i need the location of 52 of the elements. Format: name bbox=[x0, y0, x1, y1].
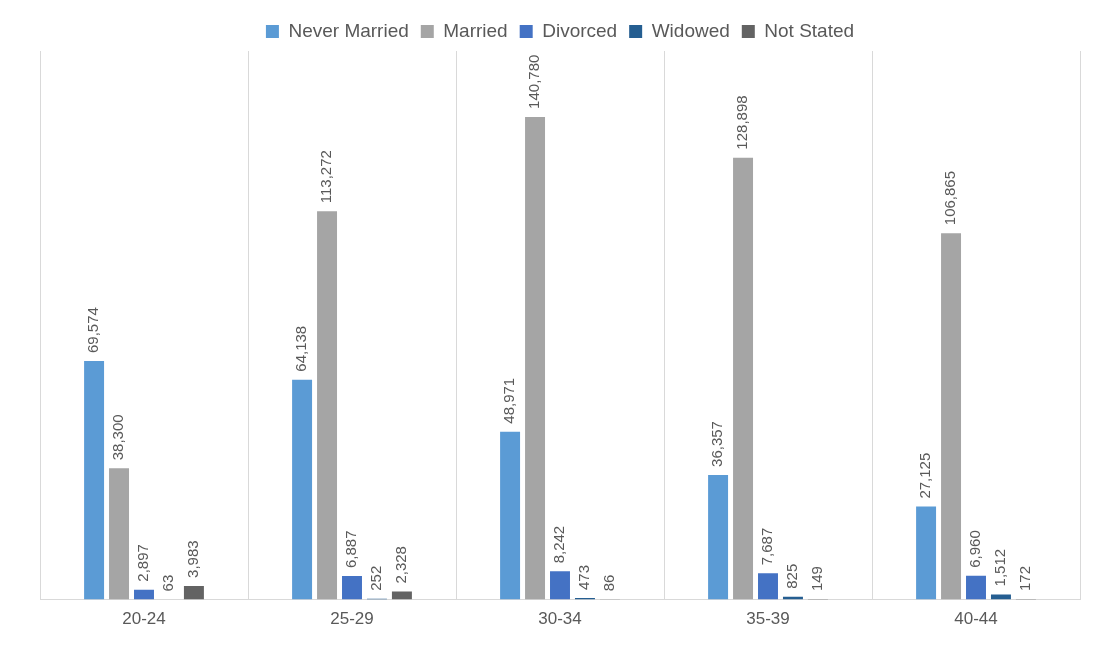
legend-label: Divorced bbox=[542, 19, 618, 41]
x-tick-label: 35-39 bbox=[746, 609, 790, 629]
bar bbox=[941, 233, 962, 600]
data-label: 6,960 bbox=[966, 530, 984, 568]
data-label: 825 bbox=[783, 563, 801, 589]
data-label: 6,887 bbox=[342, 530, 360, 568]
bar bbox=[550, 571, 570, 600]
bar bbox=[342, 575, 362, 600]
bar bbox=[292, 379, 313, 600]
bar bbox=[183, 585, 204, 600]
legend-label: Widowed bbox=[651, 19, 730, 41]
bar bbox=[708, 474, 729, 600]
legend-label: Not Stated bbox=[764, 19, 855, 41]
data-label: 140,780 bbox=[525, 54, 543, 109]
legend-label: Never Married bbox=[288, 19, 409, 41]
bar bbox=[109, 468, 130, 600]
data-label: 172 bbox=[1016, 565, 1034, 592]
data-label: 86 bbox=[600, 574, 618, 592]
data-label: 1,512 bbox=[991, 548, 1009, 587]
bar bbox=[758, 573, 778, 600]
data-label: 473 bbox=[575, 564, 593, 590]
bar bbox=[990, 594, 1011, 600]
data-label: 27,125 bbox=[916, 452, 934, 499]
bar bbox=[525, 116, 546, 600]
data-label: 38,300 bbox=[109, 414, 127, 461]
data-label: 3,983 bbox=[184, 540, 202, 578]
x-tick-label: 30-34 bbox=[538, 609, 582, 629]
bar bbox=[916, 506, 937, 600]
legend-label: Married bbox=[443, 19, 508, 41]
x-tick-label: 20-24 bbox=[122, 609, 166, 629]
data-label: 64,138 bbox=[292, 325, 310, 372]
x-tick-label: 25-29 bbox=[330, 609, 374, 629]
data-label: 7,687 bbox=[758, 527, 776, 566]
bar bbox=[500, 431, 521, 600]
bar bbox=[84, 361, 105, 600]
data-label: 8,242 bbox=[550, 525, 568, 564]
bar bbox=[134, 589, 154, 600]
bar bbox=[966, 575, 986, 600]
bar bbox=[733, 157, 754, 600]
data-label: 113,272 bbox=[317, 150, 335, 204]
data-label: 128,898 bbox=[733, 95, 751, 150]
bar bbox=[317, 211, 338, 600]
data-label: 106,865 bbox=[941, 170, 959, 226]
data-label: 36,357 bbox=[708, 421, 726, 467]
data-label: 149 bbox=[808, 566, 826, 592]
data-label: 252 bbox=[367, 565, 385, 591]
x-tick-label: 40-44 bbox=[954, 609, 998, 629]
data-label: 63 bbox=[159, 574, 177, 592]
data-label: 2,897 bbox=[134, 544, 152, 582]
data-label: 69,574 bbox=[84, 307, 102, 354]
data-label: 48,971 bbox=[500, 377, 518, 424]
data-label: 2,328 bbox=[392, 546, 410, 584]
